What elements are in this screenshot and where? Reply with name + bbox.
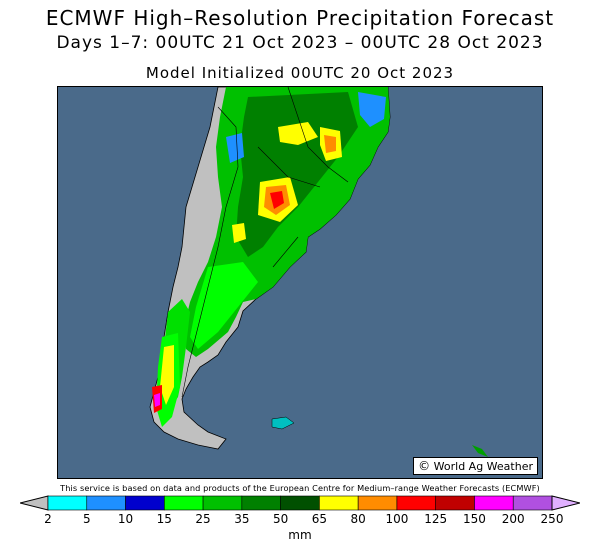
legend-tick-10: 10 [117, 512, 134, 526]
legend-swatch-80-100 [357, 495, 398, 511]
precip-zone-10mm-north [226, 133, 244, 163]
precipitation-map: © World Ag Weather [57, 86, 543, 479]
legend-tick-100: 100 [385, 512, 409, 526]
precip-hotspot-patagonia-core [160, 345, 174, 405]
legend-swatch-35-50 [241, 495, 281, 511]
legend-tick-25: 25 [195, 512, 211, 526]
data-disclaimer: This service is based on data and produc… [60, 483, 540, 493]
precip-zone-10mm-east [358, 92, 386, 127]
legend-ticks: 2 5 10 15 25 35 50 65 80 100 125 150 200 250 [0, 512, 600, 530]
legend-swatch-15-25 [164, 495, 204, 511]
copyright-symbol: © [418, 459, 431, 473]
legend-tick-5: 5 [82, 512, 91, 526]
legend-tick-125: 125 [424, 512, 448, 526]
precip-hotspot-east-core [324, 135, 336, 153]
legend-tick-80: 80 [350, 512, 366, 526]
precip-hotspot-north [278, 122, 318, 145]
credit-text: World Ag Weather [433, 460, 533, 473]
legend-tick-35: 35 [234, 512, 250, 526]
legend-swatch-65-80 [319, 495, 359, 511]
precip-hotspot-patagonia-max [154, 393, 160, 407]
legend-swatch-50-65 [280, 495, 320, 511]
legend-tick-150: 150 [463, 512, 486, 526]
precip-hotspot-center-peak [270, 191, 284, 209]
legend-unit: mm [288, 528, 312, 542]
country-borders [181, 87, 349, 398]
legend-tick-200: 200 [501, 512, 525, 526]
legend-swatch-125-150 [435, 495, 475, 511]
model-init-time: Model Initialized 00UTC 20 Oct 2023 [145, 64, 455, 82]
legend-swatch-100-125 [396, 495, 436, 511]
legend-colorbar [20, 495, 580, 511]
precip-hotspot-west [232, 223, 246, 243]
legend-tick-15: 15 [156, 512, 172, 526]
forecast-period: Days 1–7: 00UTC 21 Oct 2023 – 00UTC 28 O… [56, 33, 544, 53]
credit-label: © World Ag Weather [413, 457, 538, 475]
legend-tick-250: 250 [540, 512, 564, 526]
south-georgia [472, 445, 488, 457]
legend-arrow-low [20, 495, 49, 511]
falkland-islands [271, 416, 295, 430]
legend-arrow-high [551, 495, 580, 511]
legend-tick-65: 65 [311, 512, 328, 526]
legend-swatch-150-200 [474, 495, 514, 511]
legend-tick-2: 2 [44, 512, 52, 526]
map-title: ECMWF High–Resolution Precipitation Fore… [45, 6, 555, 30]
legend-swatch-2-5 [47, 495, 88, 511]
legend-swatch-200-250 [512, 495, 553, 511]
legend-swatch-10-15 [125, 495, 165, 511]
legend-tick-50: 50 [272, 512, 289, 526]
precip-zone-15mm [190, 262, 258, 349]
map-canvas [149, 87, 488, 457]
legend-swatch-5-10 [86, 495, 126, 511]
legend-swatch-25-35 [202, 495, 243, 511]
